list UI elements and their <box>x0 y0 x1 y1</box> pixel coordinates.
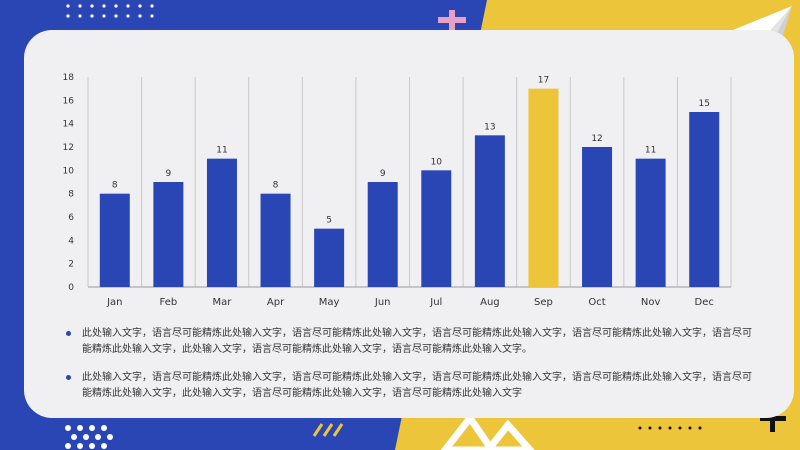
bar <box>689 112 720 287</box>
x-tick-label: Jan <box>106 297 122 308</box>
bullet-dot-icon <box>66 375 71 380</box>
bar <box>635 158 666 287</box>
dot-pattern-decoration <box>66 4 154 18</box>
bar <box>260 193 291 287</box>
bar <box>153 182 184 287</box>
data-label: 11 <box>216 146 227 156</box>
bullet-item: 此处输入文字，语言尽可能精炼此处输入文字，语言尽可能精炼此处输入文字，语言尽可能… <box>64 326 754 358</box>
data-label: 13 <box>484 122 495 132</box>
y-tick-label: 18 <box>63 73 75 83</box>
y-tick-label: 2 <box>68 260 74 270</box>
data-label: 11 <box>645 146 656 156</box>
data-label: 9 <box>166 169 172 179</box>
bar <box>206 158 237 287</box>
data-label: 8 <box>112 181 118 191</box>
x-tick-label: Dec <box>695 297 714 308</box>
x-tick-label: May <box>319 297 340 308</box>
x-tick-label: Feb <box>160 297 178 308</box>
data-label: 17 <box>538 76 549 86</box>
bullet-dot-icon <box>66 331 71 336</box>
dot-pattern-bottom <box>65 425 113 449</box>
data-label: 10 <box>431 157 443 167</box>
y-tick-label: 16 <box>63 96 75 106</box>
bar <box>367 182 398 287</box>
x-tick-label: Jun <box>374 297 391 308</box>
dash-decoration <box>312 423 344 437</box>
black-dots-decoration <box>638 426 702 430</box>
bar <box>314 228 345 287</box>
bar-chart: 0 2 4 6 8 10 12 14 16 18 8 Jan 9 Feb 11 Mar 8 Apr 5 May 9 Jun… <box>63 73 732 308</box>
data-label: 5 <box>326 216 332 226</box>
bullet-text: 此处输入文字，语言尽可能精炼此处输入文字，语言尽可能精炼此处输入文字，语言尽可能… <box>82 372 752 399</box>
black-plus-decoration <box>760 408 786 432</box>
triangle-decoration <box>440 412 535 450</box>
x-tick-label: Sep <box>534 297 553 308</box>
bar <box>582 147 613 287</box>
data-label: 8 <box>273 181 279 191</box>
bar <box>528 88 559 288</box>
y-tick-label: 14 <box>63 120 75 130</box>
y-tick-label: 0 <box>68 283 74 293</box>
x-tick-label: Apr <box>267 297 285 308</box>
data-label: 12 <box>591 134 602 144</box>
x-tick-label: Oct <box>588 297 605 308</box>
y-tick-label: 12 <box>63 143 74 153</box>
bar <box>474 135 505 287</box>
bullet-list: 此处输入文字，语言尽可能精炼此处输入文字，语言尽可能精炼此处输入文字，语言尽可能… <box>64 326 754 414</box>
x-tick-label: Nov <box>641 297 661 308</box>
bar <box>421 170 452 287</box>
x-tick-label: Jul <box>429 297 442 308</box>
bar <box>99 193 130 287</box>
data-label: 15 <box>698 99 709 109</box>
y-tick-label: 4 <box>68 236 74 246</box>
data-label: 9 <box>380 169 386 179</box>
plus-decoration <box>438 10 466 30</box>
y-tick-label: 8 <box>68 190 74 200</box>
bullet-text: 此处输入文字，语言尽可能精炼此处输入文字，语言尽可能精炼此处输入文字，语言尽可能… <box>82 328 752 355</box>
x-tick-label: Mar <box>213 297 233 308</box>
y-tick-label: 6 <box>68 213 74 223</box>
y-tick-label: 10 <box>63 166 75 176</box>
x-tick-label: Aug <box>480 297 500 308</box>
bullet-item: 此处输入文字，语言尽可能精炼此处输入文字，语言尽可能精炼此处输入文字，语言尽可能… <box>64 370 754 402</box>
